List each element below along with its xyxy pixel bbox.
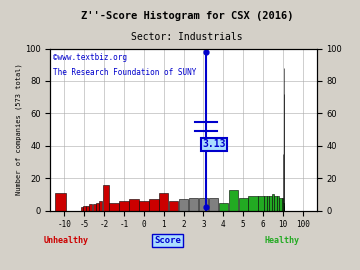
Bar xyxy=(149,199,158,211)
Bar xyxy=(119,201,129,211)
Bar xyxy=(179,199,188,211)
Bar xyxy=(25,178,44,211)
Bar xyxy=(258,196,264,211)
Bar xyxy=(199,198,208,211)
Bar xyxy=(93,204,96,211)
Bar xyxy=(89,204,93,211)
Bar xyxy=(229,190,238,211)
Text: Z''-Score Histogram for CSX (2016): Z''-Score Histogram for CSX (2016) xyxy=(81,11,293,21)
Bar xyxy=(83,206,86,211)
Bar xyxy=(265,196,267,211)
Bar xyxy=(269,196,272,211)
Text: Unhealthy: Unhealthy xyxy=(44,236,89,245)
Bar xyxy=(209,198,218,211)
Text: ©www.textbiz.org: ©www.textbiz.org xyxy=(53,53,127,62)
Bar xyxy=(282,198,283,211)
Text: Healthy: Healthy xyxy=(265,236,300,245)
Bar xyxy=(267,196,269,211)
Text: Sector: Industrials: Sector: Industrials xyxy=(131,32,243,42)
Bar xyxy=(189,198,198,211)
Bar xyxy=(139,201,149,211)
Text: 3.13: 3.13 xyxy=(202,139,226,149)
Text: Score: Score xyxy=(154,236,181,245)
Bar xyxy=(99,201,102,211)
Bar xyxy=(274,196,277,211)
Bar xyxy=(279,198,282,211)
Bar xyxy=(109,202,119,211)
Bar xyxy=(129,199,139,211)
Bar xyxy=(239,198,248,211)
Y-axis label: Number of companies (573 total): Number of companies (573 total) xyxy=(15,64,22,195)
Text: The Research Foundation of SUNY: The Research Foundation of SUNY xyxy=(53,68,197,77)
Bar xyxy=(96,202,99,211)
Bar xyxy=(277,196,279,211)
Bar xyxy=(86,206,89,211)
Bar xyxy=(81,207,83,211)
Bar xyxy=(219,202,228,211)
Bar xyxy=(103,185,109,211)
Bar xyxy=(272,194,274,211)
Bar xyxy=(169,201,179,211)
Bar xyxy=(159,193,168,211)
Bar xyxy=(55,193,66,211)
Bar xyxy=(248,196,258,211)
